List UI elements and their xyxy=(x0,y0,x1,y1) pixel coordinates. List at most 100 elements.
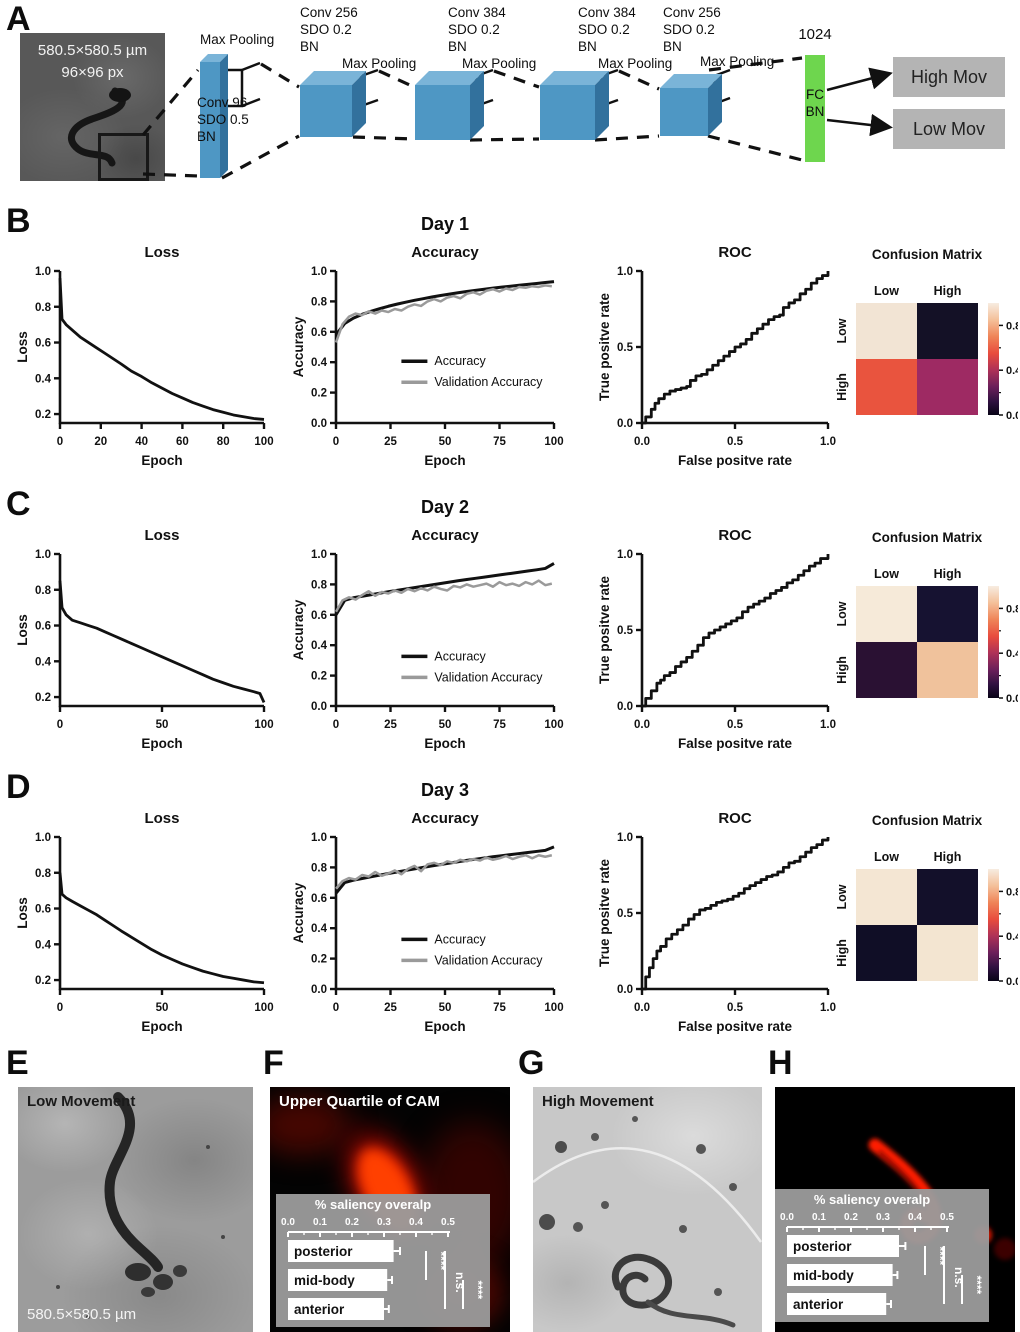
conv5-layer-block xyxy=(660,88,708,136)
svg-text:1.0: 1.0 xyxy=(311,832,327,844)
max-pooling-label-1: Max Pooling xyxy=(200,32,275,47)
svg-text:0.6: 0.6 xyxy=(35,621,51,633)
cam-tag: Upper Quartile of CAM xyxy=(279,1093,440,1110)
conv4-label-line1: Conv 384 xyxy=(578,5,636,20)
svg-text:mid-body: mid-body xyxy=(793,1268,854,1283)
panel-label-h: H xyxy=(768,1044,793,1082)
svg-text:0.4: 0.4 xyxy=(35,656,52,668)
svg-text:0.6: 0.6 xyxy=(35,338,51,350)
conv5-label-line3: BN xyxy=(663,39,682,54)
svg-text:0.2: 0.2 xyxy=(35,409,51,421)
svg-text:60: 60 xyxy=(176,436,189,448)
svg-text:0.3: 0.3 xyxy=(876,1212,890,1223)
loss-chart-day3: Loss 0 50 100 0.2 0.4 0.6 0.8 1.0 Epoch Loss xyxy=(14,807,278,1039)
accuracy-chart-day3: Accuracy 0 25 50 75 100 0.0 0.2 0.4 0.6 0.8 1.0 Epoc… xyxy=(290,807,568,1039)
svg-text:Confusion Matrix: Confusion Matrix xyxy=(872,247,983,262)
svg-text:0.6: 0.6 xyxy=(35,904,51,916)
svg-text:% saliency overalp: % saliency overalp xyxy=(315,1197,431,1212)
svg-text:50: 50 xyxy=(156,719,169,731)
scale-caption-e: 580.5×580.5 µm xyxy=(27,1306,137,1323)
svg-text:0.2: 0.2 xyxy=(311,388,327,400)
panel-label-g: G xyxy=(518,1044,545,1082)
low-movement-tag: Low Movement xyxy=(27,1093,136,1110)
svg-text:Low: Low xyxy=(874,567,899,581)
svg-text:0.5: 0.5 xyxy=(617,908,634,920)
svg-text:0.0: 0.0 xyxy=(634,1002,650,1014)
svg-text:Loss: Loss xyxy=(144,244,179,261)
day3-title: Day 3 xyxy=(420,780,470,800)
svg-text:0.1: 0.1 xyxy=(812,1212,826,1223)
svg-text:20: 20 xyxy=(94,436,107,448)
svg-text:25: 25 xyxy=(384,719,397,731)
svg-text:0.4: 0.4 xyxy=(908,1212,922,1223)
svg-text:True positve rate: True positve rate xyxy=(597,575,612,684)
svg-text:0: 0 xyxy=(57,719,63,731)
svg-text:0: 0 xyxy=(57,1002,63,1014)
svg-text:Confusion Matrix: Confusion Matrix xyxy=(872,813,983,828)
svg-text:0.8: 0.8 xyxy=(35,585,52,597)
svg-text:Accuracy: Accuracy xyxy=(434,354,486,368)
svg-text:100: 100 xyxy=(544,436,563,448)
fc-label-line2: BN xyxy=(805,104,825,119)
svg-text:Accuracy: Accuracy xyxy=(291,882,306,943)
input-scale-label: 580.5×580.5 µm xyxy=(37,42,148,59)
conv3-label-line1: Conv 384 xyxy=(448,5,506,20)
conv5-label-line1: Conv 256 xyxy=(663,5,721,20)
svg-text:n.s.: n.s. xyxy=(453,1272,467,1293)
svg-text:High: High xyxy=(934,567,962,581)
svg-text:High: High xyxy=(836,939,849,967)
svg-text:Validation Accuracy: Validation Accuracy xyxy=(434,670,543,684)
svg-text:1.0: 1.0 xyxy=(617,549,633,561)
svg-text:Epoch: Epoch xyxy=(141,736,182,751)
high-movement-tag: High Movement xyxy=(542,1093,654,1110)
svg-text:0.0: 0.0 xyxy=(281,1217,295,1228)
svg-text:0: 0 xyxy=(57,436,63,448)
svg-text:0.4: 0.4 xyxy=(35,373,52,385)
svg-text:0.4: 0.4 xyxy=(311,357,328,369)
svg-text:0.0: 0.0 xyxy=(311,418,327,430)
svg-text:1.0: 1.0 xyxy=(311,549,327,561)
svg-text:40: 40 xyxy=(135,436,148,448)
panel-label-d: D xyxy=(6,768,31,806)
svg-text:1.0: 1.0 xyxy=(617,832,633,844)
conv4-label-line3: BN xyxy=(578,39,597,54)
accuracy-chart-day1: Accuracy 0 25 50 75 100 0.0 0.2 0.4 0.6 0.8 1.0 Epoc… xyxy=(290,241,568,473)
loss-chart-day2: Loss 0 50 100 0.2 0.4 0.6 0.8 1.0 Epoch Loss xyxy=(14,524,278,756)
conv4-label: Conv 384 SDO 0.2 BN xyxy=(578,4,636,55)
svg-text:Validation Accuracy: Validation Accuracy xyxy=(434,953,543,967)
confusion-matrix-day1: Confusion Matrix Low High Low High 0.8 0.4 0.0 xyxy=(835,243,1020,461)
loss-chart-day1: Loss 0 20 40 60 80 100 0.2 0.4 0.6 0.8 1.0 Epoch Loss xyxy=(14,241,278,473)
svg-text:0.2: 0.2 xyxy=(35,692,51,704)
svg-text:0.0: 0.0 xyxy=(1006,693,1018,705)
svg-text:0.2: 0.2 xyxy=(844,1212,858,1223)
svg-text:1.0: 1.0 xyxy=(311,266,327,278)
conv2-layer-block xyxy=(300,85,352,137)
svg-text:0.8: 0.8 xyxy=(1006,320,1018,332)
svg-text:0.0: 0.0 xyxy=(1006,976,1018,988)
svg-text:0.0: 0.0 xyxy=(311,984,327,996)
svg-text:Epoch: Epoch xyxy=(141,453,182,468)
roc-chart-day3: ROC 0.0 0.5 1.0 0.0 0.5 1.0 False positve rate T… xyxy=(596,807,842,1039)
panel-label-c: C xyxy=(6,485,31,523)
svg-text:0.4: 0.4 xyxy=(1006,931,1018,943)
conv4-layer-block xyxy=(540,85,595,140)
svg-text:1.0: 1.0 xyxy=(820,1002,836,1014)
high-movement-micrograph: High Movement xyxy=(533,1087,762,1332)
svg-text:25: 25 xyxy=(384,436,397,448)
svg-text:Confusion Matrix: Confusion Matrix xyxy=(872,530,983,545)
svg-text:0.8: 0.8 xyxy=(311,862,328,874)
svg-text:0.0: 0.0 xyxy=(780,1212,794,1223)
svg-text:0.0: 0.0 xyxy=(617,701,633,713)
worm-silhouette xyxy=(67,87,131,167)
svg-text:Loss: Loss xyxy=(144,810,179,827)
svg-text:Low: Low xyxy=(836,318,849,343)
roc-chart-day2: ROC 0.0 0.5 1.0 0.0 0.5 1.0 False positve rate T… xyxy=(596,524,842,756)
fc-label-line1: FC xyxy=(806,87,824,102)
svg-text:anterior: anterior xyxy=(793,1297,844,1312)
low-movement-micrograph: Low Movement 580.5×580.5 µm xyxy=(18,1087,253,1332)
svg-text:0.0: 0.0 xyxy=(634,719,650,731)
svg-text:0.4: 0.4 xyxy=(311,923,328,935)
svg-text:50: 50 xyxy=(439,719,452,731)
svg-text:0.0: 0.0 xyxy=(634,436,650,448)
cam-saliency-low: Upper Quartile of CAM % saliency overalp… xyxy=(270,1087,510,1332)
